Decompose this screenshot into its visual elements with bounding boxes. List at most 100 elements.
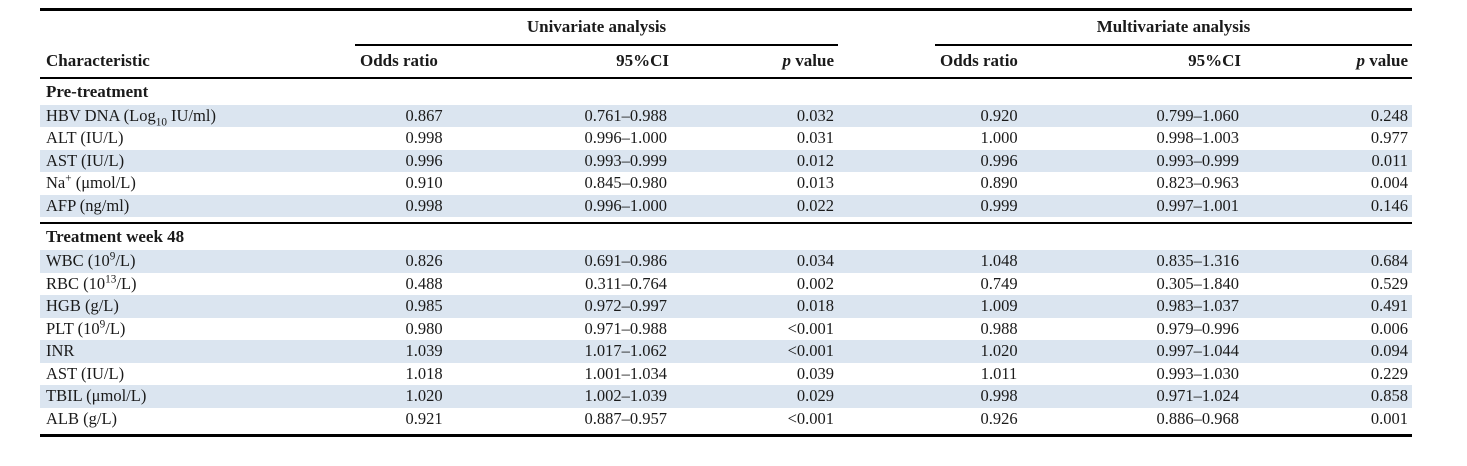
- univariate-odds-ratio-cell: 0.910: [405, 173, 443, 192]
- univariate-p-value-cell: 0.032: [675, 104, 838, 127]
- univariate-p-value-cell: 0.022: [675, 194, 838, 217]
- univariate-p-value-cell: 0.013: [796, 173, 834, 192]
- multivariate-p-value-cell: 0.229: [1370, 363, 1408, 383]
- column-gap: [838, 127, 935, 150]
- multivariate-odds-ratio-cell: 1.009: [935, 295, 1045, 318]
- multivariate-odds-ratio-cell: 0.749: [980, 273, 1018, 293]
- table-row: HBV DNA (Log10 IU/ml) 0.867 0.761–0.988 0.0…: [40, 104, 1412, 127]
- multivariate-ci-cell: 0.886–0.968: [1156, 408, 1240, 428]
- column-gap: [838, 408, 935, 431]
- multivariate-p-value-cell: 0.858: [1247, 385, 1412, 408]
- characteristic-cell: TBIL (μmol/L): [40, 385, 355, 408]
- univariate-ci-cell: 0.845–0.980: [584, 173, 668, 192]
- group-header-univariate: Univariate analysis: [355, 9, 838, 46]
- univariate-odds-ratio-cell: 0.980: [405, 318, 443, 338]
- univariate-ci-cell: 1.002–1.039: [475, 385, 675, 408]
- table-row: Na+ (μmol/L) 0.910 0.845–0.980 0.013 0.890 0.…: [40, 172, 1412, 195]
- bottom-spacer: [40, 430, 1412, 435]
- univariate-ci-cell: 0.311–0.764: [585, 273, 667, 293]
- column-header-ci-univariate: 95%CI: [475, 44, 675, 79]
- multivariate-odds-ratio-cell: 0.988: [980, 318, 1018, 338]
- column-header-characteristic: Characteristic: [40, 44, 355, 79]
- table-row: WBC (109/L) 0.826 0.691–0.986 0.034 1.048 0.8…: [40, 250, 1412, 273]
- table-row: INR 1.039 1.017–1.062 <0.001 1.020 0.997–1.04…: [40, 340, 1412, 363]
- univariate-odds-ratio-cell: 0.921: [405, 408, 443, 428]
- univariate-ci-cell: 1.001–1.034: [584, 363, 668, 383]
- column-gap: [838, 385, 935, 408]
- multivariate-odds-ratio-cell: 0.890: [980, 173, 1018, 192]
- column-gap: [838, 295, 935, 318]
- multivariate-ci-cell: 0.305–1.840: [1156, 273, 1240, 293]
- univariate-p-value-cell: <0.001: [787, 318, 834, 338]
- column-gap: [838, 149, 935, 172]
- table-row: ALT (IU/L) 0.998 0.996–1.000 0.031 1.000 0.99…: [40, 127, 1412, 150]
- p-rest: value: [1365, 51, 1408, 70]
- multivariate-ci-cell: 0.997–1.044: [1045, 340, 1247, 363]
- column-gap: [838, 250, 935, 273]
- group-header-empty: [40, 10, 355, 45]
- univariate-odds-ratio-cell: 1.018: [405, 363, 443, 383]
- multivariate-p-value-cell: 0.977: [1370, 128, 1408, 147]
- multivariate-p-value-cell: 0.248: [1247, 104, 1412, 127]
- table-row: AST (IU/L) 1.018 1.001–1.034 0.039 1.011 0.99…: [40, 363, 1412, 386]
- section-header-row: Pre-treatment: [40, 78, 1412, 105]
- univariate-p-value-cell: 0.002: [796, 273, 834, 293]
- multivariate-p-value-cell: 0.001: [1370, 408, 1408, 428]
- table-body: Pre-treatment HBV DNA (Log10 IU/ml) 0.867 0…: [40, 78, 1412, 431]
- univariate-ci-cell: 0.996–1.000: [475, 194, 675, 217]
- characteristic-cell: ALT (IU/L): [46, 128, 124, 147]
- characteristic-cell: HBV DNA (Log10 IU/ml): [40, 104, 355, 127]
- univariate-odds-ratio-cell: 0.998: [355, 194, 475, 217]
- univariate-odds-ratio-cell: 0.985: [355, 295, 475, 318]
- characteristic-cell: AST (IU/L): [46, 363, 125, 383]
- multivariate-p-value-cell: 0.146: [1247, 194, 1412, 217]
- characteristic-cell: WBC (109/L): [40, 250, 355, 273]
- characteristic-cell: ALB (g/L): [46, 408, 118, 428]
- characteristic-cell: PLT (109/L): [46, 318, 126, 338]
- analysis-table: Univariate analysis Multivariate analysi…: [40, 8, 1412, 437]
- p-italic: p: [1356, 51, 1366, 70]
- characteristic-cell: HGB (g/L): [40, 295, 355, 318]
- univariate-odds-ratio-cell: 0.488: [405, 273, 443, 293]
- univariate-p-value-cell: 0.039: [796, 363, 834, 383]
- column-gap: [838, 172, 935, 195]
- column-header-row: Characteristic Odds ratio 95%CI p value …: [40, 44, 1412, 79]
- multivariate-p-value-cell: 0.006: [1370, 318, 1408, 338]
- table-footer: [40, 430, 1412, 435]
- multivariate-ci-cell: 0.835–1.316: [1045, 250, 1247, 273]
- multivariate-ci-cell: 0.823–0.963: [1156, 173, 1240, 192]
- column-header-odds-ratio-univariate: Odds ratio: [355, 44, 475, 79]
- table-row: RBC (1013/L) 0.488 0.311–0.764 0.002 0.749 0.…: [40, 273, 1412, 296]
- multivariate-ci-cell: 0.998–1.003: [1156, 128, 1240, 147]
- univariate-p-value-cell: 0.029: [675, 385, 838, 408]
- characteristic-cell: RBC (1013/L): [46, 273, 137, 293]
- table-row: ALB (g/L) 0.921 0.887–0.957 <0.001 0.926 0.88…: [40, 408, 1412, 431]
- characteristic-cell: AST (IU/L): [40, 149, 355, 172]
- multivariate-ci-cell: 0.997–1.001: [1045, 194, 1247, 217]
- characteristic-cell: Na+ (μmol/L): [46, 172, 136, 192]
- column-header-odds-ratio-multivariate: Odds ratio: [935, 44, 1045, 79]
- univariate-p-value-cell: 0.018: [675, 295, 838, 318]
- multivariate-odds-ratio-cell: 1.048: [935, 250, 1045, 273]
- multivariate-odds-ratio-cell: 0.999: [935, 194, 1045, 217]
- column-header-p-value-univariate: p value: [675, 44, 838, 79]
- group-header-multivariate: Multivariate analysis: [935, 9, 1412, 46]
- column-gap: [838, 273, 935, 296]
- column-gap: [838, 44, 935, 79]
- univariate-p-value-cell: 0.034: [675, 250, 838, 273]
- univariate-odds-ratio-cell: 1.020: [355, 385, 475, 408]
- multivariate-p-value-cell: 0.094: [1247, 340, 1412, 363]
- bottom-spacer-cell: [40, 430, 1412, 435]
- column-gap: [838, 194, 935, 217]
- multivariate-odds-ratio-cell: 0.926: [980, 408, 1018, 428]
- table-row: PLT (109/L) 0.980 0.971–0.988 <0.001 0.988 0.…: [40, 318, 1412, 341]
- multivariate-ci-cell: 0.983–1.037: [1045, 295, 1247, 318]
- multivariate-ci-cell: 0.979–0.996: [1156, 318, 1240, 338]
- multivariate-p-value-cell: 0.529: [1370, 273, 1408, 293]
- multivariate-odds-ratio-cell: 0.998: [935, 385, 1045, 408]
- table-header: Univariate analysis Multivariate analysi…: [40, 9, 1412, 79]
- multivariate-p-value-cell: 0.004: [1370, 173, 1408, 192]
- univariate-ci-cell: 0.761–0.988: [475, 104, 675, 127]
- characteristic-cell: INR: [40, 340, 355, 363]
